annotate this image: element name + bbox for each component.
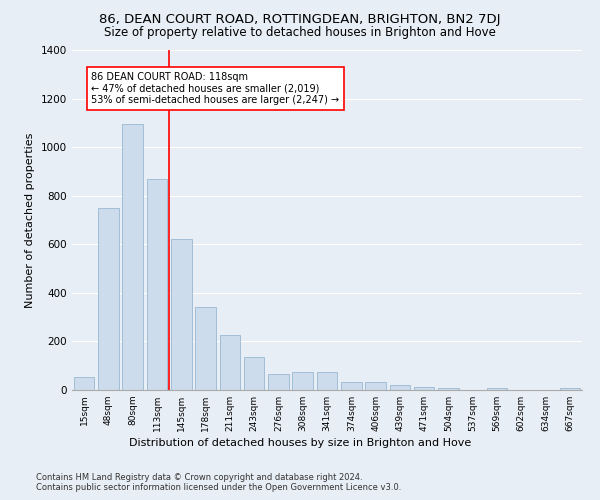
Bar <box>220 336 240 390</box>
Text: Distribution of detached houses by size in Brighton and Hove: Distribution of detached houses by size … <box>129 438 471 448</box>
Bar <box>74 376 94 390</box>
Bar <box>414 387 434 390</box>
Bar <box>438 388 459 390</box>
Bar <box>487 388 508 390</box>
Text: Contains HM Land Registry data © Crown copyright and database right 2024.: Contains HM Land Registry data © Crown c… <box>36 472 362 482</box>
Y-axis label: Number of detached properties: Number of detached properties <box>25 132 35 308</box>
Bar <box>341 382 362 390</box>
Bar <box>98 208 119 390</box>
Bar <box>365 382 386 390</box>
Bar <box>146 178 167 390</box>
Bar <box>268 374 289 390</box>
Text: 86, DEAN COURT ROAD, ROTTINGDEAN, BRIGHTON, BN2 7DJ: 86, DEAN COURT ROAD, ROTTINGDEAN, BRIGHT… <box>99 12 501 26</box>
Bar <box>292 372 313 390</box>
Bar <box>560 388 580 390</box>
Bar <box>317 372 337 390</box>
Bar <box>122 124 143 390</box>
Bar <box>244 357 265 390</box>
Text: Size of property relative to detached houses in Brighton and Hove: Size of property relative to detached ho… <box>104 26 496 39</box>
Bar <box>195 308 216 390</box>
Bar <box>171 240 191 390</box>
Bar <box>389 384 410 390</box>
Text: 86 DEAN COURT ROAD: 118sqm
← 47% of detached houses are smaller (2,019)
53% of s: 86 DEAN COURT ROAD: 118sqm ← 47% of deta… <box>91 72 340 105</box>
Text: Contains public sector information licensed under the Open Government Licence v3: Contains public sector information licen… <box>36 482 401 492</box>
